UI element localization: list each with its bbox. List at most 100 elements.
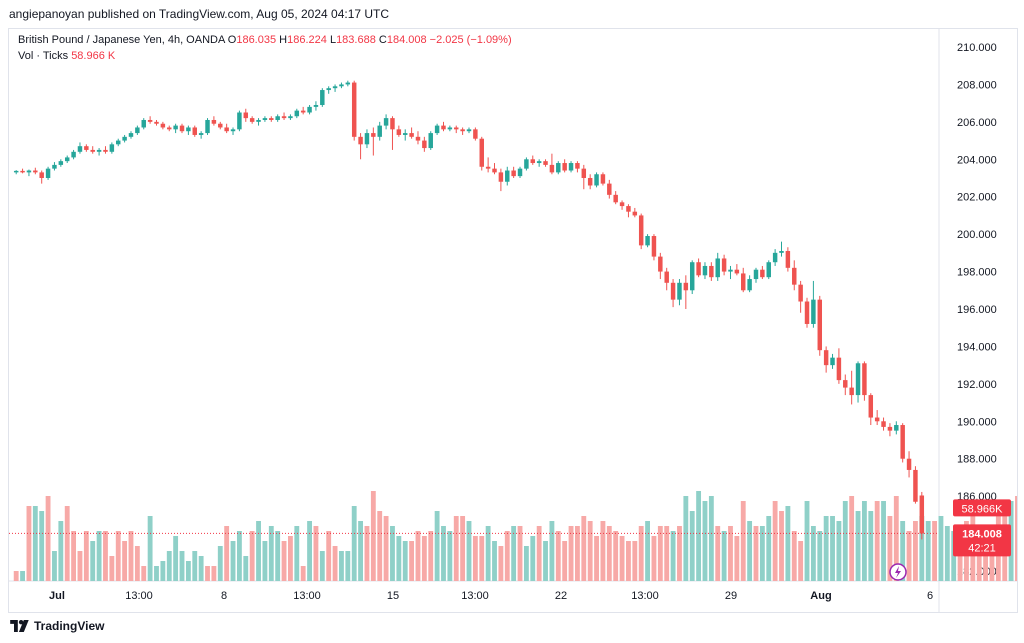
volume-bar <box>217 546 223 581</box>
candle-body <box>128 133 134 137</box>
legend-symbol[interactable]: British Pound / Japanese Yen, 4h, OANDA <box>18 34 225 46</box>
volume-bar <box>383 516 389 581</box>
candle-body <box>307 106 312 113</box>
y-tick-label: 208.000 <box>957 79 997 91</box>
candle-body <box>785 250 791 268</box>
volume-bar <box>530 536 536 581</box>
candle-body <box>900 425 905 459</box>
candle-body <box>409 133 414 137</box>
candle-body <box>766 262 771 278</box>
candlestick-chart[interactable]: 210.000 208.000 206.000 204.000 202.000 200.0… <box>9 29 1024 612</box>
volume-bar <box>173 536 179 581</box>
legend-volume-label[interactable]: Vol · Ticks <box>18 50 69 62</box>
volume-bar <box>122 541 128 581</box>
y-tick-label: 202.000 <box>957 192 997 204</box>
x-tick-label: 13:00 <box>293 590 321 602</box>
candle-body <box>894 425 899 431</box>
volume-bar <box>900 521 906 581</box>
volume-bar <box>753 526 759 581</box>
legend-volume: Vol · Ticks 58.966 K <box>18 50 115 62</box>
price-badge-countdown: 42:21 <box>968 542 996 554</box>
volume-bar <box>849 496 855 581</box>
footer-brand[interactable]: TradingView <box>10 619 104 633</box>
x-tick-label: Jul <box>49 590 65 602</box>
volume-bar <box>20 571 25 581</box>
y-tick-label: 200.000 <box>957 229 997 241</box>
volume-bar <box>836 521 842 581</box>
candle-body <box>760 269 765 278</box>
candle-body <box>479 138 484 167</box>
volume-bar <box>166 551 172 581</box>
volume-bar <box>543 541 548 581</box>
volume-bar <box>179 551 185 581</box>
volume-bar <box>689 511 695 581</box>
candle-body <box>52 164 57 169</box>
candle-body <box>77 146 83 152</box>
candle-body <box>230 129 236 132</box>
legend-low-label: L <box>329 34 337 46</box>
candle-body <box>422 140 427 149</box>
x-tick-label: 13:00 <box>461 590 489 602</box>
candle-body <box>326 88 331 91</box>
volume-bar <box>657 526 663 581</box>
volume-bar <box>791 531 797 581</box>
volume-bar <box>472 536 478 581</box>
candle-body <box>823 350 829 366</box>
chart-frame[interactable]: 210.000 208.000 206.000 204.000 202.000 200.0… <box>8 28 1024 613</box>
candle-body <box>466 129 472 132</box>
candle-body <box>167 127 172 130</box>
y-tick-label: 190.000 <box>957 416 997 428</box>
candle-body <box>619 202 625 207</box>
volume-bar <box>26 506 32 581</box>
candle-body <box>371 133 376 137</box>
volume-bar <box>256 521 261 581</box>
volume-bar <box>594 536 599 581</box>
volume-bar <box>868 511 874 581</box>
candle-body <box>109 144 115 152</box>
candle-body <box>753 269 759 280</box>
candle-body <box>84 146 89 150</box>
volume-bar <box>300 566 306 581</box>
candle-body <box>792 267 797 285</box>
volume-bar <box>606 526 612 581</box>
volume-bar <box>192 551 198 581</box>
legend-ohlc: British Pound / Japanese Yen, 4h, OANDA … <box>18 34 512 46</box>
candle-body <box>71 151 76 158</box>
volume-bar <box>358 521 364 581</box>
volume-bar <box>332 546 338 581</box>
candle-body <box>709 265 714 278</box>
candle-body <box>473 129 478 139</box>
candle-body <box>524 159 529 169</box>
volume-bar <box>696 491 702 581</box>
volume-bar <box>913 521 918 581</box>
volume-bar <box>759 526 765 581</box>
price-badge <box>953 524 1011 557</box>
x-tick-label: 6 <box>927 590 933 602</box>
volume-bar <box>351 506 357 581</box>
volume-bar <box>619 536 625 581</box>
candle-body <box>562 163 567 171</box>
candle-body <box>830 357 835 366</box>
candle-body <box>862 363 867 396</box>
volume-bar <box>243 556 249 581</box>
volume-bar <box>651 536 657 581</box>
volume-bar <box>989 536 995 581</box>
candle-body <box>575 163 580 169</box>
candle-body <box>804 301 810 324</box>
volume-bar <box>103 531 108 581</box>
volume-bar <box>396 536 402 581</box>
candle-body <box>415 136 421 141</box>
volume-bar <box>154 566 159 581</box>
x-tick-label: 22 <box>555 590 567 602</box>
candle-body <box>498 172 504 182</box>
candle-body <box>243 112 249 119</box>
lightning-bolt-icon <box>895 566 901 578</box>
candle-body <box>358 136 363 145</box>
candle-body <box>173 125 178 130</box>
volume-bar <box>71 531 77 581</box>
volume-bar <box>881 501 886 581</box>
volume-bar <box>804 501 810 581</box>
volume-bar <box>83 531 89 581</box>
volume-bar <box>230 541 236 581</box>
volume-bar <box>817 531 823 581</box>
